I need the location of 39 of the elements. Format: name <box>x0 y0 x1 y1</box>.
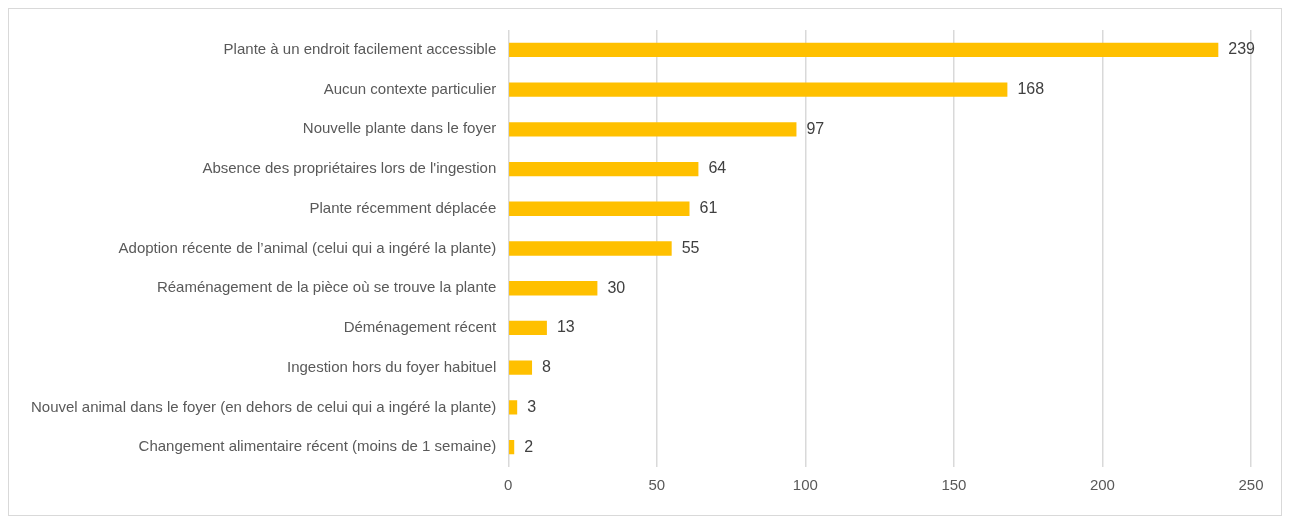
y-tick-label: Adoption récente de l’animal (celui qui a ingéré la plante) <box>118 238 497 256</box>
data-label: 55 <box>681 238 700 256</box>
bar <box>509 439 515 455</box>
data-label: 61 <box>699 199 718 217</box>
x-tick-label: 150 <box>941 476 967 494</box>
bar <box>509 400 518 415</box>
data-label: 13 <box>556 318 575 336</box>
bar <box>509 122 797 137</box>
bar <box>509 360 533 375</box>
y-tick-label: Aucun contexte particulier <box>323 79 497 97</box>
x-tick-label: 50 <box>648 476 666 494</box>
x-tick-label: 200 <box>1089 476 1115 494</box>
y-tick-label: Absence des propriétaires lors de l'ingestion <box>202 159 497 177</box>
x-tick-label: 100 <box>792 476 818 494</box>
y-tick-label: Plante récemment déplacée <box>309 198 497 216</box>
data-label: 30 <box>607 278 626 296</box>
data-label: 3 <box>527 397 537 415</box>
data-label: 2 <box>524 437 534 455</box>
data-label: 64 <box>708 159 727 177</box>
data-label: 168 <box>1017 80 1045 97</box>
data-label: 8 <box>542 358 552 376</box>
x-tick-label: 250 <box>1238 476 1264 494</box>
x-tick-label: 0 <box>504 476 513 494</box>
data-label: 239 <box>1228 40 1256 58</box>
bar <box>509 161 699 177</box>
bar <box>509 201 690 216</box>
y-tick-label: Changement alimentaire récent (moins de 1 semaine) <box>138 437 497 455</box>
data-label: 97 <box>806 119 825 137</box>
y-tick-label: Réaménagement de la pièce où se trouve la plante <box>156 278 497 296</box>
y-tick-label: Nouvel animal dans le foyer (en dehors de celui qui a ingéré la plante) <box>31 397 497 415</box>
y-tick-label: Déménagement récent <box>343 318 498 336</box>
bar <box>509 241 672 256</box>
bar <box>509 82 1008 97</box>
bar <box>509 42 1219 58</box>
bar <box>509 281 598 296</box>
y-tick-label: Ingestion hors du foyer habituel <box>286 357 497 375</box>
y-tick-label: Nouvelle plante dans le foyer <box>302 119 497 137</box>
bar <box>509 320 547 336</box>
y-tick-label: Plante à un endroit facilement accessible <box>223 40 497 57</box>
